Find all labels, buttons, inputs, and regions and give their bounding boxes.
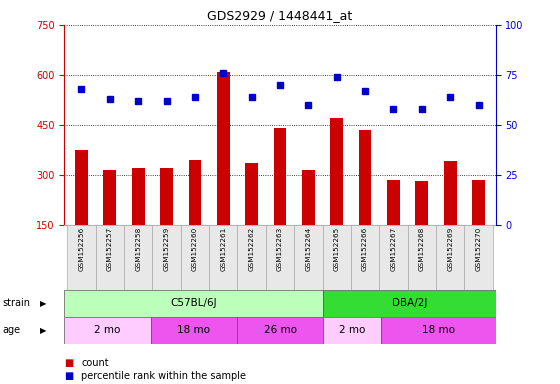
Bar bbox=[75, 150, 88, 275]
Bar bbox=[132, 168, 144, 275]
Bar bbox=[379, 225, 408, 290]
Bar bbox=[323, 290, 496, 317]
Text: ■: ■ bbox=[64, 358, 74, 368]
Bar bbox=[217, 71, 230, 275]
Text: GSM152263: GSM152263 bbox=[277, 227, 283, 271]
Bar bbox=[330, 118, 343, 275]
Bar bbox=[387, 180, 400, 275]
Bar bbox=[323, 225, 351, 290]
Text: GSM152258: GSM152258 bbox=[135, 227, 141, 271]
Bar bbox=[351, 225, 379, 290]
Text: GSM152256: GSM152256 bbox=[78, 227, 85, 271]
Bar bbox=[209, 225, 237, 290]
Text: 18 mo: 18 mo bbox=[178, 325, 210, 335]
Bar bbox=[472, 180, 485, 275]
Text: GSM152266: GSM152266 bbox=[362, 227, 368, 271]
Bar bbox=[64, 290, 323, 317]
Title: GDS2929 / 1448441_at: GDS2929 / 1448441_at bbox=[207, 9, 353, 22]
Text: age: age bbox=[3, 325, 21, 335]
Bar bbox=[323, 317, 381, 344]
Text: GSM152261: GSM152261 bbox=[220, 227, 226, 271]
Bar bbox=[294, 225, 323, 290]
Bar bbox=[274, 128, 286, 275]
Text: 2 mo: 2 mo bbox=[94, 325, 121, 335]
Text: GSM152269: GSM152269 bbox=[447, 227, 453, 271]
Bar bbox=[408, 225, 436, 290]
Text: 2 mo: 2 mo bbox=[339, 325, 365, 335]
Bar bbox=[67, 225, 96, 290]
Bar bbox=[181, 225, 209, 290]
Text: 18 mo: 18 mo bbox=[422, 325, 455, 335]
Bar bbox=[124, 225, 152, 290]
Bar bbox=[152, 225, 181, 290]
Text: GSM152260: GSM152260 bbox=[192, 227, 198, 271]
Bar bbox=[416, 181, 428, 275]
Bar bbox=[160, 168, 173, 275]
Text: GSM152265: GSM152265 bbox=[334, 227, 340, 271]
Text: GSM152264: GSM152264 bbox=[305, 227, 311, 271]
Bar bbox=[266, 225, 294, 290]
Text: C57BL/6J: C57BL/6J bbox=[170, 298, 217, 308]
Text: ▶: ▶ bbox=[40, 326, 47, 335]
Bar bbox=[104, 170, 116, 275]
Text: DBA/2J: DBA/2J bbox=[391, 298, 427, 308]
Text: strain: strain bbox=[3, 298, 31, 308]
Text: GSM152257: GSM152257 bbox=[107, 227, 113, 271]
Text: 26 mo: 26 mo bbox=[264, 325, 296, 335]
Bar bbox=[237, 225, 266, 290]
Text: GSM152262: GSM152262 bbox=[249, 227, 255, 271]
Text: ▶: ▶ bbox=[40, 299, 47, 308]
Text: GSM152270: GSM152270 bbox=[475, 227, 482, 271]
Bar bbox=[359, 130, 371, 275]
Bar bbox=[302, 170, 315, 275]
Bar bbox=[96, 225, 124, 290]
Text: GSM152259: GSM152259 bbox=[164, 227, 170, 271]
Bar bbox=[464, 225, 493, 290]
Text: GSM152268: GSM152268 bbox=[419, 227, 425, 271]
Text: count: count bbox=[81, 358, 109, 368]
Bar bbox=[237, 317, 323, 344]
Bar bbox=[245, 163, 258, 275]
Bar bbox=[64, 317, 151, 344]
Text: GSM152267: GSM152267 bbox=[390, 227, 396, 271]
Text: percentile rank within the sample: percentile rank within the sample bbox=[81, 371, 246, 381]
Bar bbox=[189, 160, 201, 275]
Bar bbox=[151, 317, 237, 344]
Bar bbox=[436, 225, 464, 290]
Text: ■: ■ bbox=[64, 371, 74, 381]
Bar bbox=[444, 161, 456, 275]
Bar bbox=[381, 317, 496, 344]
